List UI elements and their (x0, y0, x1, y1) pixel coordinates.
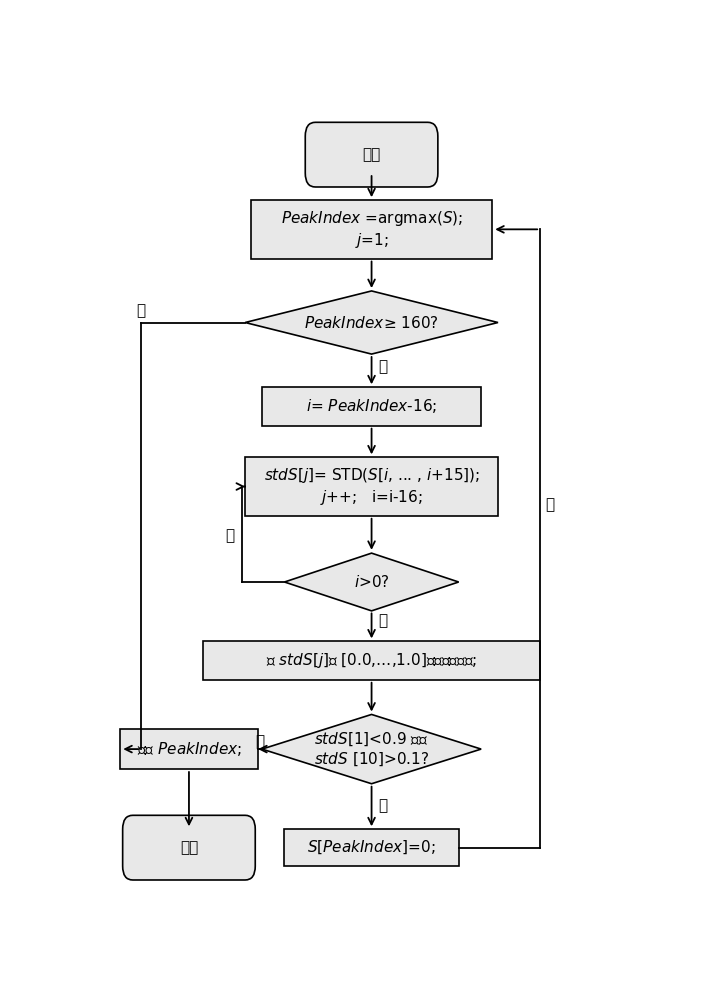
Text: 是: 是 (378, 798, 387, 813)
Polygon shape (262, 714, 481, 784)
Text: $i$= $\it{PeakIndex}$-16;: $i$= $\it{PeakIndex}$-16; (306, 397, 437, 415)
FancyBboxPatch shape (245, 457, 498, 516)
Text: 开始: 开始 (362, 147, 381, 162)
Text: $\it{PeakIndex}$≥ 160?: $\it{PeakIndex}$≥ 160? (304, 315, 439, 331)
FancyBboxPatch shape (123, 815, 255, 880)
FancyBboxPatch shape (305, 122, 438, 187)
Text: 是: 是 (225, 528, 234, 543)
FancyBboxPatch shape (284, 829, 459, 866)
Text: $\it{PeakIndex}$ =argmax($S$);
$j$=1;: $\it{PeakIndex}$ =argmax($S$); $j$=1; (281, 209, 463, 250)
Text: $i$>0?: $i$>0? (354, 574, 389, 590)
Text: $\it{stdS}$[1]<0.9 或者
$\it{stdS}$ [10]>0.1?: $\it{stdS}$[1]<0.9 或者 $\it{stdS}$ [10]>0… (314, 730, 429, 768)
Polygon shape (284, 553, 459, 611)
FancyBboxPatch shape (120, 729, 258, 769)
FancyBboxPatch shape (203, 641, 540, 680)
Polygon shape (245, 291, 498, 354)
Text: 否: 否 (256, 734, 265, 749)
Text: 是: 是 (546, 497, 555, 512)
Text: 否: 否 (378, 613, 387, 628)
Text: $S$[$\it{PeakIndex}$]=0;: $S$[$\it{PeakIndex}$]=0; (307, 839, 436, 856)
Text: 使 $\it{stdS}$[$j$]在 [0.0,…,1.0]范围内归一化;: 使 $\it{stdS}$[$j$]在 [0.0,…,1.0]范围内归一化; (266, 651, 477, 670)
Text: 返回 $\it{PeakIndex}$;: 返回 $\it{PeakIndex}$; (136, 740, 241, 758)
Text: $\it{stdS}$[$j$]= STD($S$[$i$, ... , $i$+15]);
$j$++;   i=i-16;: $\it{stdS}$[$j$]= STD($S$[$i$, ... , $i$… (263, 466, 480, 507)
FancyBboxPatch shape (251, 200, 492, 259)
FancyBboxPatch shape (262, 387, 481, 426)
Text: 否: 否 (136, 303, 146, 318)
Text: 是: 是 (378, 359, 387, 374)
Text: 结束: 结束 (180, 840, 198, 855)
